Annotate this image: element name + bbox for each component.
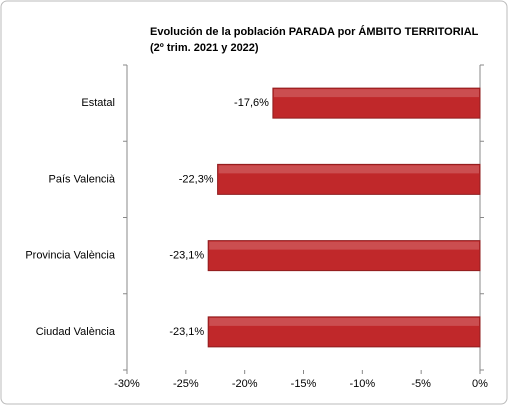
x-tick-label: -10% xyxy=(349,378,375,390)
bar-highlight xyxy=(209,241,479,250)
bar xyxy=(217,163,481,195)
y-tick-label: Provincia València xyxy=(25,250,116,262)
bar xyxy=(207,240,481,272)
x-tick-label: -5% xyxy=(411,378,431,390)
bar xyxy=(272,87,481,119)
bar-highlight xyxy=(218,165,479,174)
bar-highlight xyxy=(273,89,479,98)
chart-title: Evolución de la población PARADA por ÁMB… xyxy=(150,25,479,38)
x-tick-label: -20% xyxy=(232,378,258,390)
x-tick-label: -15% xyxy=(291,378,317,390)
value-label: -22,3% xyxy=(179,173,214,185)
y-tick-label: Estatal xyxy=(81,97,115,109)
value-label: -17,6% xyxy=(234,97,269,109)
y-tick-label: País Valencià xyxy=(49,173,116,185)
value-label: -23,1% xyxy=(169,250,204,262)
x-tick-label: -25% xyxy=(173,378,199,390)
bar xyxy=(207,316,481,348)
x-tick-label: 0% xyxy=(472,378,488,390)
y-tick-label: Ciudad València xyxy=(36,326,116,338)
bar-highlight xyxy=(209,317,479,326)
chart-subtitle: (2º trim. 2021 y 2022) xyxy=(150,42,259,54)
value-label: -23,1% xyxy=(169,326,204,338)
x-tick-label: -30% xyxy=(114,378,140,390)
